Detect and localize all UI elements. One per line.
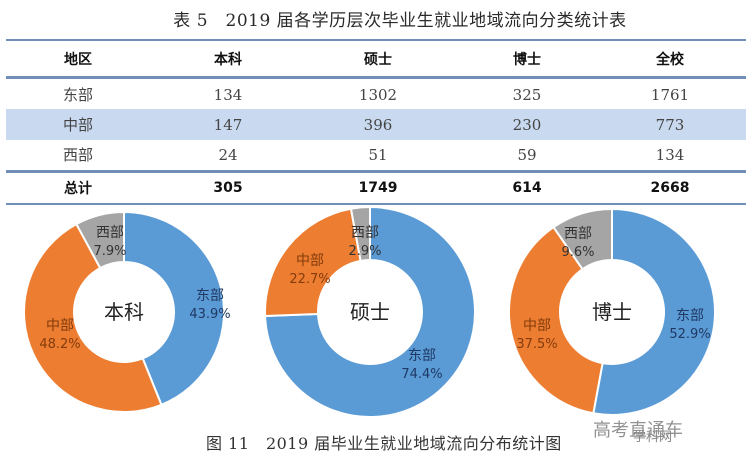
cell-master: 51 (368, 145, 388, 164)
cell-bachelor: 24 (218, 145, 238, 164)
donut-slice-东部 (123, 210, 225, 407)
donut-slice-东部 (264, 205, 476, 418)
slice-value-label: 52.9% (669, 327, 710, 342)
slice-value-label: 9.6% (561, 245, 594, 260)
slice-name-label: 西部 (96, 225, 124, 241)
cell-doctor: 59 (517, 145, 537, 164)
table-bottom-rule (6, 203, 746, 205)
table-row: 东部 134 1302 325 1761 (6, 79, 746, 110)
donut-center-label: 本科 (104, 300, 144, 324)
figure-caption: 图 11 2019 届毕业生就业地域流向分布统计图 (206, 434, 562, 453)
table-total-rule (6, 170, 746, 173)
cell-doctor: 325 (512, 85, 542, 104)
cell-master: 396 (363, 115, 393, 134)
cell-region: 西部 (62, 146, 93, 164)
total-label: 总计 (64, 180, 92, 197)
cell-bachelor: 134 (213, 85, 243, 104)
total-doctor: 614 (512, 179, 542, 196)
donut-center-label: 博士 (592, 300, 632, 324)
donut-slice-东部 (592, 207, 716, 416)
table-title: 表 5 2019 届各学历层次毕业生就业地域流向分类统计表 (173, 11, 627, 31)
slice-value-label: 74.4% (401, 367, 442, 382)
cell-all: 1761 (650, 85, 690, 104)
slice-value-label: 48.2% (39, 337, 80, 352)
donut-slice-中部 (22, 222, 163, 413)
slice-name-label: 中部 (296, 253, 324, 269)
slice-value-label: 22.7% (289, 272, 330, 287)
cell-master: 1302 (358, 85, 398, 104)
donut-charts: 本科东部43.9%中部48.2%西部7.9%硕士东部74.4%中部22.7%西部… (22, 205, 716, 418)
donut-slice-西部 (75, 210, 125, 270)
table-row: 中部 147 396 230 773 (6, 109, 746, 140)
header-region: 地区 (64, 51, 92, 68)
cell-doctor: 230 (512, 115, 542, 134)
table-header-row: 地区 本科 硕士 博士 全校 (6, 43, 746, 74)
total-master: 1749 (358, 179, 398, 196)
watermark-main: 高考直通车 (593, 420, 683, 441)
slice-name-label: 中部 (523, 318, 551, 334)
table-top-rule (6, 39, 746, 41)
table-total-row: 总计 305 1749 614 2668 (6, 172, 746, 203)
cell-bachelor: 147 (213, 115, 243, 134)
cell-region: 东部 (62, 86, 93, 104)
header-bachelor: 本科 (214, 51, 242, 68)
slice-name-label: 西部 (564, 226, 592, 242)
donut-slice-西部 (552, 207, 613, 271)
donut-slice-西部 (349, 205, 371, 263)
header-master: 硕士 (364, 51, 392, 68)
slice-name-label: 东部 (408, 348, 436, 364)
total-bachelor: 305 (213, 179, 243, 196)
cell-all: 773 (655, 115, 685, 134)
header-all: 全校 (656, 51, 684, 68)
table-header-rule (6, 76, 746, 79)
slice-value-label: 2.9% (348, 244, 381, 259)
slice-name-label: 中部 (46, 318, 74, 334)
slice-value-label: 7.9% (93, 244, 126, 259)
slice-name-label: 西部 (351, 225, 379, 241)
slice-value-label: 43.9% (189, 307, 230, 322)
header-doctor: 博士 (513, 51, 541, 68)
slice-value-label: 37.5% (516, 337, 557, 352)
table-row: 西部 24 51 59 134 (6, 139, 746, 170)
cell-all: 134 (655, 145, 685, 164)
slice-name-label: 东部 (196, 288, 224, 304)
cell-region: 中部 (62, 116, 93, 134)
donut-slice-中部 (508, 225, 604, 415)
watermark: 高考直通车 学科网 (593, 416, 683, 445)
watermark-sub: 学科网 (633, 430, 673, 445)
donut-center-label: 硕士 (350, 300, 390, 324)
slice-name-label: 东部 (676, 308, 704, 324)
donut-slice-中部 (264, 207, 362, 317)
total-all: 2668 (650, 179, 690, 196)
